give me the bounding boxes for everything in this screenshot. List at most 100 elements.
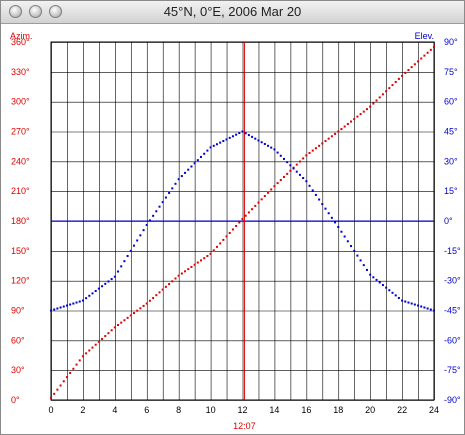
y-left-tick-label: 270° — [11, 127, 30, 137]
elevation-point — [413, 303, 416, 306]
azimuth-point — [190, 265, 193, 268]
elevation-point — [305, 180, 308, 183]
elevation-point — [353, 249, 356, 252]
y-left-tick-label: 300° — [11, 97, 30, 107]
azimuth-point — [276, 182, 279, 185]
azimuth-point — [298, 160, 301, 163]
elevation-point — [97, 287, 100, 290]
elevation-point — [337, 225, 340, 228]
x-tick-label: 4 — [112, 405, 117, 415]
elevation-point — [180, 175, 183, 178]
azimuth-point — [81, 355, 84, 358]
azimuth-point — [279, 179, 282, 182]
x-tick-label: 22 — [397, 405, 407, 415]
azimuth-point — [155, 294, 158, 297]
elevation-point — [139, 234, 142, 237]
elevation-point — [132, 244, 135, 247]
zoom-button[interactable] — [49, 5, 62, 18]
elevation-point — [241, 130, 244, 133]
x-tick-label: 0 — [48, 405, 53, 415]
azimuth-point — [397, 77, 400, 80]
azimuth-point — [142, 304, 145, 307]
elevation-point — [273, 148, 276, 151]
minimize-button[interactable] — [29, 5, 42, 18]
y-left-tick-label: 360° — [11, 37, 30, 47]
elevation-point — [56, 307, 59, 310]
azimuth-point — [324, 140, 327, 143]
x-tick-label: 24 — [429, 405, 439, 415]
x-tick-label: 16 — [301, 405, 311, 415]
elevation-point — [196, 159, 199, 162]
elevation-point — [88, 294, 91, 297]
title-bar[interactable]: 45°N, 0°E, 2006 Mar 20 — [1, 1, 464, 24]
azimuth-point — [404, 71, 407, 74]
azimuth-point — [353, 118, 356, 121]
elevation-point — [397, 296, 400, 299]
azimuth-point — [164, 285, 167, 288]
elevation-point — [65, 304, 68, 307]
azimuth-point — [209, 252, 212, 255]
elevation-point — [107, 280, 110, 283]
azimuth-point — [148, 299, 151, 302]
y-left-tick-label: 240° — [11, 156, 30, 166]
elevation-point — [340, 230, 343, 233]
elevation-point — [318, 198, 321, 201]
azimuth-point — [219, 242, 222, 245]
elevation-point — [407, 301, 410, 304]
elevation-point — [190, 165, 193, 168]
y-left-tick-label: 150° — [11, 246, 30, 256]
y-right-tick-label: -45° — [444, 306, 461, 316]
elevation-point — [200, 155, 203, 158]
azimuth-point — [158, 291, 161, 294]
azimuth-point — [65, 376, 68, 379]
azimuth-point — [225, 235, 228, 238]
azimuth-point — [168, 283, 171, 286]
elevation-point — [145, 223, 148, 226]
x-tick-label: 2 — [80, 405, 85, 415]
azimuth-point — [129, 314, 132, 317]
elevation-point — [94, 290, 97, 293]
azimuth-point — [196, 261, 199, 264]
elevation-point — [187, 168, 190, 171]
elevation-point — [394, 294, 397, 297]
azimuth-point — [107, 332, 110, 335]
elevation-point — [203, 152, 206, 155]
azimuth-point — [91, 346, 94, 349]
azimuth-point — [238, 221, 241, 224]
close-button[interactable] — [9, 5, 22, 18]
elevation-point — [286, 161, 289, 164]
azimuth-point — [260, 198, 263, 201]
y-right-tick-label: 30° — [444, 156, 458, 166]
elevation-point — [324, 207, 327, 210]
elevation-point — [129, 249, 132, 252]
azimuth-point — [193, 263, 196, 266]
elevation-point — [222, 140, 225, 143]
azimuth-point — [241, 218, 244, 221]
azimuth-point — [420, 57, 423, 60]
azimuth-point — [365, 108, 368, 111]
elevation-point — [113, 275, 116, 278]
azimuth-point — [56, 388, 59, 391]
elevation-point — [404, 300, 407, 303]
azimuth-point — [429, 48, 432, 51]
azimuth-point — [136, 309, 139, 312]
azimuth-point — [152, 296, 155, 299]
elevation-point — [334, 221, 337, 224]
elevation-point — [155, 210, 158, 213]
y-right-tick-label: 45° — [444, 127, 458, 137]
y-right-tick-label: -90° — [444, 395, 461, 405]
elevation-point — [110, 278, 113, 281]
azimuth-point — [308, 151, 311, 154]
elevation-point — [120, 265, 123, 268]
azimuth-point — [337, 130, 340, 133]
elevation-point — [117, 270, 120, 273]
y-left-tick-label: 210° — [11, 186, 30, 196]
elevation-point — [62, 305, 65, 308]
elevation-point — [148, 219, 151, 222]
azimuth-point — [327, 137, 330, 140]
y-left-tick-label: 60° — [11, 335, 25, 345]
x-tick-label: 20 — [365, 405, 375, 415]
elevation-point — [254, 137, 257, 140]
azimuth-point — [126, 316, 129, 319]
y-right-tick-label: 60° — [444, 97, 458, 107]
